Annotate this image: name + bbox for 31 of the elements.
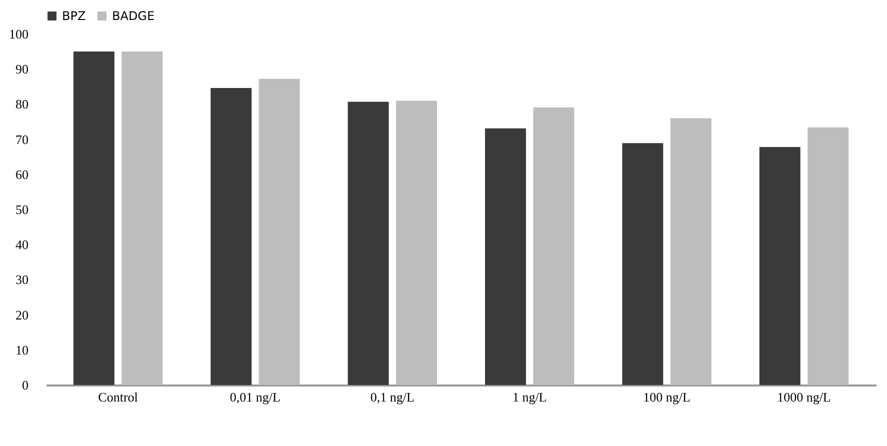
y-tick-label: 0 [22,378,28,392]
y-tick-label: 50 [16,202,28,217]
y-tick-label: 60 [16,166,28,182]
y-tick-label: 40 [16,237,28,252]
bar [122,52,163,385]
bar [759,147,800,385]
y-tick-label: 20 [16,307,28,322]
x-tick-label: 0,1 ng/L [370,390,414,404]
bar [348,102,389,385]
y-tick-label: 10 [16,342,28,358]
legend-label: BPZ [62,9,86,23]
x-tick-label: 1 ng/L [512,390,547,404]
bar [210,88,252,385]
bar [622,143,664,385]
y-tick-label: 100 [9,26,28,42]
bar [670,118,712,385]
x-tick-label: Control [98,390,138,404]
bar [258,78,300,385]
x-tick-label: 1000 ng/L [777,390,831,404]
x-tick-label: 0,01 ng/L [230,390,281,404]
y-tick-label: 30 [16,272,28,288]
legend-label: BADGE [112,9,155,23]
bar [808,127,849,385]
bar [73,52,114,385]
bar [396,100,437,385]
bar [533,107,574,385]
x-tick-label: 100 ng/L [643,390,690,404]
bar [485,128,526,385]
y-tick-label: 70 [16,132,28,147]
y-tick-label: 80 [16,96,28,112]
y-tick-label: 90 [16,62,28,77]
